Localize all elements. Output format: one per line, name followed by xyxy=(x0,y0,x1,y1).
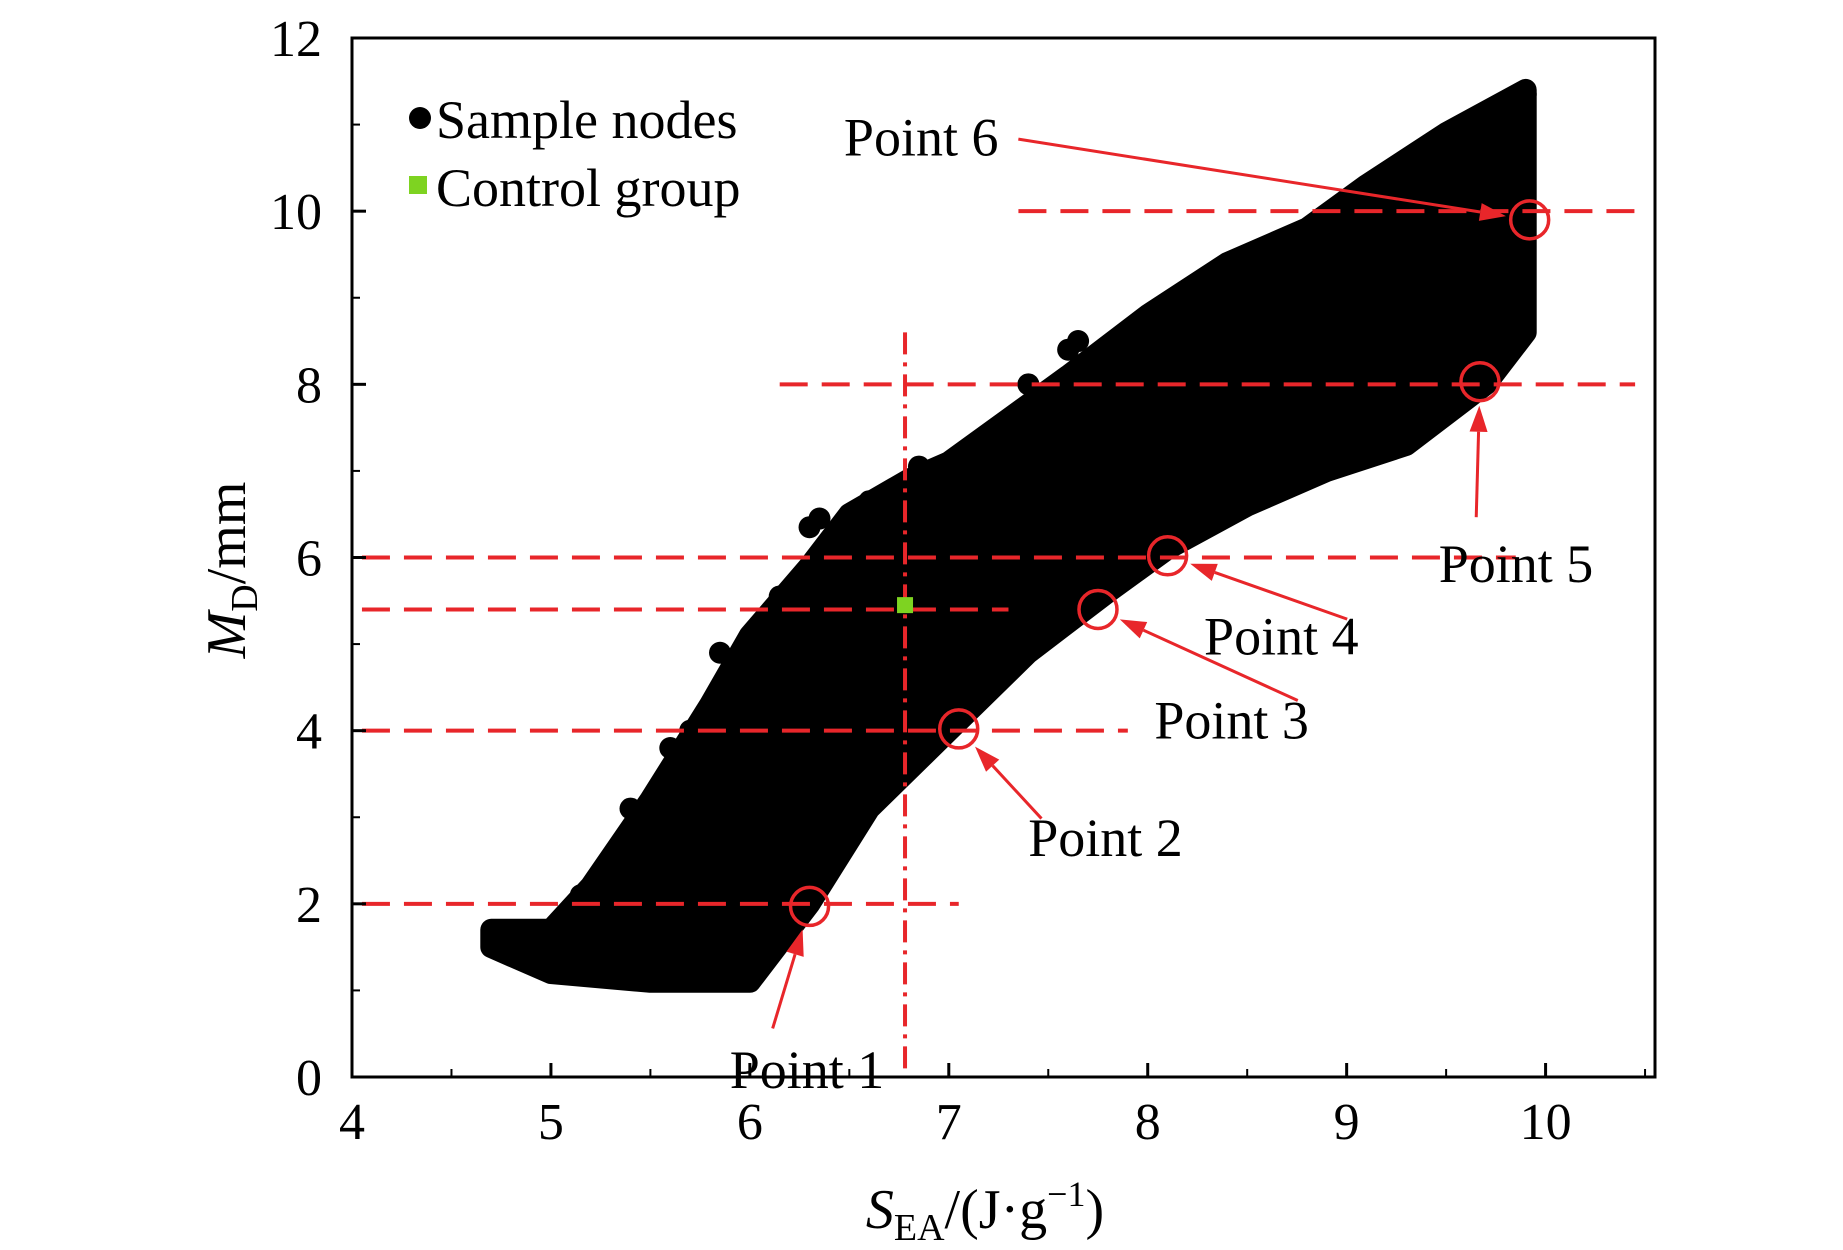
sample-node-24 xyxy=(1504,165,1527,188)
annotation-arrow-5 xyxy=(1474,431,1481,518)
y-axis-title-main: M xyxy=(196,608,258,659)
x-axis-title-unit-pre: /(J·g xyxy=(945,1179,1048,1241)
annotation-label-6: Point 6 xyxy=(844,108,999,168)
annotation-arrowhead-6 xyxy=(1478,203,1506,221)
annotation-arrowhead-1 xyxy=(786,929,804,957)
annotation-marker-4 xyxy=(1146,535,1189,577)
sample-node-20 xyxy=(1236,247,1259,270)
annotation-marker-2 xyxy=(937,708,980,750)
control-group-point xyxy=(897,597,914,614)
sample-node-11 xyxy=(858,490,881,513)
x-tick-label: 8 xyxy=(1135,1094,1161,1151)
annotation-arrow-3 xyxy=(1142,628,1299,702)
legend-label-sample-nodes: Sample nodes xyxy=(436,90,737,150)
sample-node-21 xyxy=(1256,239,1279,262)
x-tick-label: 10 xyxy=(1520,1094,1572,1151)
reference-lines-layer xyxy=(361,209,1646,1069)
annotation-marker-1 xyxy=(788,885,831,928)
sample-node-3 xyxy=(619,797,642,820)
legend-marker-sample-nodes xyxy=(409,107,431,129)
annotation-label-4: Point 4 xyxy=(1204,606,1359,666)
y-tick-label: 12 xyxy=(270,11,322,68)
sample-node-5 xyxy=(679,719,702,742)
sample-node-13 xyxy=(907,455,930,478)
axes-frame xyxy=(350,36,1657,1079)
annotation-arrow-1 xyxy=(771,953,797,1029)
legend-label-control-group: Control group xyxy=(436,158,741,218)
x-tick-label: 6 xyxy=(737,1094,763,1151)
annotation-arrowhead-3 xyxy=(1119,619,1148,639)
sample-node-8 xyxy=(768,585,791,608)
annotation-arrow-6 xyxy=(1018,137,1481,214)
annotation-marker-5 xyxy=(1459,360,1501,403)
y-axis-title-unit: /mm xyxy=(196,482,258,585)
sample-node-16 xyxy=(1017,373,1040,396)
y-tick-label: 0 xyxy=(296,1050,322,1107)
annotation-label-1: Point 1 xyxy=(730,1040,885,1100)
sample-node-15 xyxy=(997,412,1020,435)
y-tick-label: 8 xyxy=(296,357,322,414)
sample-node-2 xyxy=(569,884,592,907)
y-axis-title-sub: D xyxy=(224,584,266,611)
sample-node-6 xyxy=(709,641,732,664)
x-axis-title-main: S xyxy=(866,1179,894,1241)
annotation-label-5: Point 5 xyxy=(1439,534,1594,594)
x-axis-title: SEA/(J·g−1) xyxy=(866,1174,1104,1249)
annotation-label-2: Point 2 xyxy=(1028,808,1183,868)
tick-labels: 4 5 6 7 8 9 10 0 2 4 6 8 10 12 xyxy=(270,11,1572,1151)
point-cloud-layer xyxy=(480,78,1537,993)
annotations-layer: Point 1 Point 2 Point 3 Point 4 Point 5 Point… xyxy=(730,108,1593,1100)
annotation-arrow-2 xyxy=(991,764,1043,820)
x-tick-label: 7 xyxy=(936,1094,962,1151)
sample-node-12 xyxy=(898,481,921,504)
x-tick-label: 4 xyxy=(339,1094,365,1151)
x-tick-label: 5 xyxy=(538,1094,564,1151)
sample-node-22 xyxy=(1315,213,1338,236)
y-tick-label: 10 xyxy=(270,184,322,241)
sample-node-19 xyxy=(1176,286,1199,309)
annotation-marker-3 xyxy=(1077,588,1119,631)
annotation-arrowhead-2 xyxy=(975,746,1000,772)
y-axis-title: MD/mm xyxy=(196,482,266,660)
sample-node-14 xyxy=(947,451,970,474)
annotation-arrowhead-4 xyxy=(1190,563,1218,581)
y-tick-label: 4 xyxy=(296,704,322,761)
x-axis-title-sub: EA xyxy=(894,1207,945,1249)
x-axis-title-sup: −1 xyxy=(1047,1174,1085,1214)
annotation-arrow-4 xyxy=(1214,570,1348,621)
annotation-marker-6 xyxy=(1508,199,1551,241)
annotation-label-3: Point 3 xyxy=(1154,691,1309,751)
x-tick-label: 9 xyxy=(1334,1094,1360,1151)
legend-marker-control-group xyxy=(409,176,427,194)
sample-node-7 xyxy=(738,633,761,656)
sample-node-10 xyxy=(808,507,831,530)
sample-node-0 xyxy=(490,923,513,946)
sample-node-1 xyxy=(500,940,523,963)
sample-node-4 xyxy=(659,736,682,759)
legend: Sample nodes Control group xyxy=(409,90,741,218)
y-tick-label: 2 xyxy=(296,877,322,934)
sample-nodes-cloud xyxy=(480,78,1537,993)
annotation-arrowhead-5 xyxy=(1469,405,1488,432)
sample-node-18 xyxy=(1067,330,1090,353)
sample-nodes-upper-branch xyxy=(1355,83,1537,201)
x-axis-title-unit-post: ) xyxy=(1085,1179,1104,1241)
y-tick-label: 6 xyxy=(296,531,322,588)
